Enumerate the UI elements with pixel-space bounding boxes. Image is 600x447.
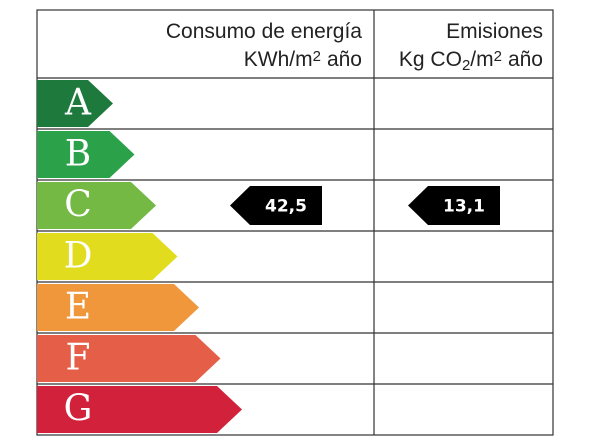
rating-arrow: [37, 233, 178, 280]
rating-arrow: [37, 80, 113, 127]
unit-part: Kg CO: [399, 48, 462, 71]
unit-label: KWh/m2 año: [244, 48, 362, 71]
rating-letter: B: [65, 134, 91, 175]
rating-arrow: [37, 386, 242, 433]
value-label: 42,5: [265, 197, 307, 217]
value-pointer: [230, 186, 322, 225]
rating-letter: E: [65, 287, 91, 328]
value-pointer: [408, 186, 500, 225]
rating-letter: D: [64, 236, 93, 277]
unit-part: 2: [494, 48, 502, 65]
rating-letter: A: [64, 83, 92, 124]
unit-label: Kg CO2/m2 año: [399, 48, 543, 74]
unit-part: /m: [470, 48, 493, 71]
rating-letter: G: [64, 389, 93, 430]
value-label: 13,1: [443, 197, 485, 217]
rating-letter: F: [66, 338, 91, 379]
rating-arrow: [37, 182, 156, 229]
unit-part: año: [508, 48, 543, 71]
unit-part: 2: [462, 57, 470, 74]
emissions-title: Emisiones: [446, 20, 543, 43]
unit-part: KWh/m: [244, 48, 313, 71]
unit-part: 2: [313, 48, 321, 65]
unit-part: año: [327, 48, 362, 71]
consumption-title: Consumo de energía: [166, 20, 362, 43]
rating-arrow: [37, 131, 135, 178]
rating-arrow: [37, 284, 199, 331]
rating-arrow: [37, 335, 221, 382]
rating-letter: C: [64, 185, 92, 226]
